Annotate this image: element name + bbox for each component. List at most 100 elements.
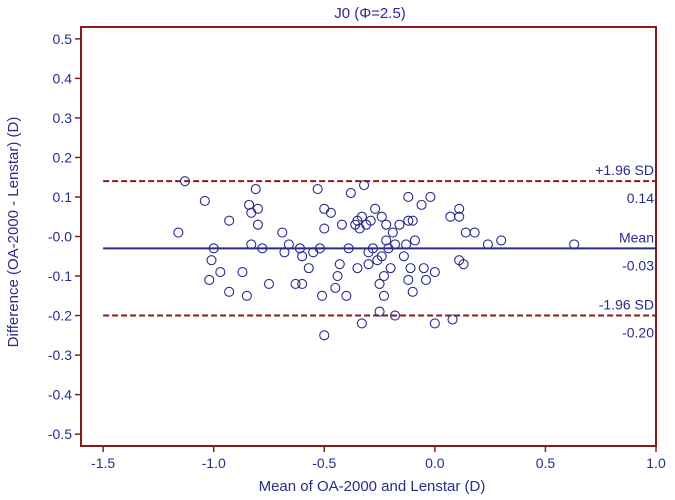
data-point — [378, 290, 390, 301]
data-point — [263, 278, 275, 289]
y-tick-label: 0.5 — [53, 31, 73, 47]
x-tick-label: -0.5 — [312, 455, 336, 471]
x-axis-title: Mean of OA-2000 and Lenstar (D) — [259, 478, 486, 495]
y-tick-label: -0.0 — [48, 229, 72, 245]
data-point — [460, 227, 471, 238]
data-point — [374, 278, 385, 289]
data-point — [407, 215, 418, 226]
data-point — [356, 211, 367, 222]
reference-line-name: Mean — [619, 229, 654, 245]
data-point — [332, 270, 343, 282]
data-point — [367, 243, 378, 254]
data-point — [283, 239, 294, 250]
data-point — [381, 219, 392, 230]
data-point — [279, 247, 290, 258]
data-point — [352, 263, 363, 274]
data-point — [376, 251, 387, 262]
x-tick-label: 0.0 — [425, 455, 445, 471]
data-point — [244, 199, 255, 210]
data-point — [445, 211, 456, 222]
data-point — [403, 191, 414, 203]
data-point — [385, 263, 396, 274]
data-point — [224, 215, 235, 226]
data-point — [303, 263, 314, 274]
data-point — [378, 270, 390, 282]
data-point — [409, 235, 420, 246]
x-tick-label: -1.0 — [202, 455, 226, 471]
data-point — [319, 223, 330, 234]
data-point — [246, 239, 257, 250]
reference-line-value: -0.03 — [622, 257, 654, 273]
reference-line-value: -0.20 — [622, 325, 654, 341]
data-point — [330, 282, 341, 293]
data-point — [454, 211, 465, 222]
plot-area: 0.5 0.4 0.3 0.2 0.1 -0.0 -0.1 -0.2 -0.3 -0.4 -0.5 -… — [48, 26, 666, 471]
data-point — [398, 251, 409, 262]
data-point — [294, 243, 305, 254]
data-point — [420, 274, 432, 286]
data-point — [454, 203, 465, 214]
y-axis-title: Difference (OA-2000 - Lenstar) (D) — [5, 117, 22, 348]
data-point — [401, 239, 412, 250]
x-tick-label: 1.0 — [646, 455, 666, 471]
data-point — [376, 211, 387, 222]
data-point — [425, 191, 436, 203]
data-point — [387, 227, 398, 238]
x-tick-label: -1.5 — [91, 455, 115, 471]
data-point — [325, 207, 336, 218]
y-tick-label: 0.4 — [53, 70, 73, 86]
data-point — [403, 215, 414, 226]
data-point — [336, 219, 348, 230]
data-point — [363, 259, 374, 270]
y-tick-label: -0.5 — [48, 426, 72, 442]
y-tick-label: -0.1 — [48, 268, 72, 284]
data-point — [224, 286, 235, 297]
y-tick-label: 0.2 — [53, 149, 73, 165]
data-point — [319, 330, 330, 341]
data-point — [447, 314, 458, 325]
x-tick-label: 0.5 — [536, 455, 556, 471]
data-point — [317, 290, 328, 301]
chart-title: J0 (Φ=2.5) — [334, 5, 406, 22]
data-point — [418, 263, 429, 274]
data-point — [257, 243, 268, 254]
y-tick-label: -0.2 — [48, 308, 72, 324]
data-point — [416, 199, 427, 210]
data-point — [429, 267, 440, 278]
data-point — [179, 176, 190, 187]
data-point — [312, 184, 323, 195]
data-point — [569, 239, 580, 250]
data-point — [252, 203, 263, 214]
data-point — [204, 274, 215, 286]
data-point — [246, 207, 257, 218]
data-point — [394, 219, 405, 230]
data-point — [482, 239, 493, 250]
data-point — [469, 227, 480, 238]
data-point — [458, 259, 469, 270]
data-point — [341, 290, 352, 301]
reference-line-name: +1.96 SD — [595, 162, 654, 178]
y-tick-label: -0.4 — [48, 387, 72, 403]
data-point — [297, 278, 308, 289]
y-tick-label: 0.3 — [53, 110, 73, 126]
data-point — [199, 195, 210, 206]
data-point — [208, 243, 219, 254]
reference-line-name: -1.96 SD — [599, 297, 654, 313]
data-point — [334, 259, 345, 270]
data-point — [429, 318, 440, 329]
data-point — [403, 274, 414, 286]
data-point — [374, 306, 385, 317]
data-point — [250, 184, 261, 195]
data-point — [319, 203, 330, 214]
data-point — [496, 235, 507, 246]
data-point — [206, 255, 217, 266]
plot-frame — [80, 26, 657, 447]
data-point — [345, 187, 356, 199]
data-point — [365, 215, 376, 226]
data-point — [215, 267, 226, 278]
y-axis-title-group: Difference (OA-2000 - Lenstar) (D) — [5, 117, 22, 348]
data-point — [173, 227, 184, 238]
data-point — [314, 243, 325, 254]
y-tick-label: 0.1 — [53, 189, 73, 205]
